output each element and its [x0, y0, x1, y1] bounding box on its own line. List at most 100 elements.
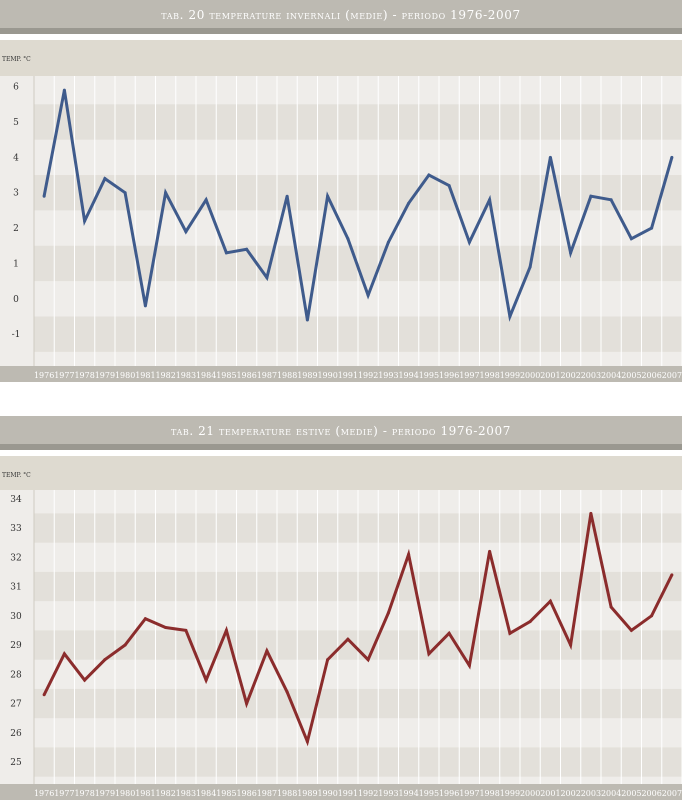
data-point [204, 678, 208, 682]
data-point [164, 191, 168, 195]
x-tick-label: 1987 [257, 789, 277, 798]
x-tick-label: 1986 [236, 789, 256, 798]
x-tick-label: 1996 [439, 789, 459, 798]
data-point [629, 237, 633, 241]
x-tick-label: 1979 [95, 789, 115, 798]
data-point [285, 690, 289, 694]
data-point [103, 177, 107, 181]
x-tick-label: 1999 [500, 371, 520, 380]
chart-title: TAB. 20 TEMPERATURE INVERNALI (MEDIE) - … [161, 8, 521, 22]
data-point [83, 219, 87, 223]
header-strip [0, 40, 682, 76]
x-tick-label: 1992 [358, 789, 378, 798]
winter-chart-panel: TAB. 20 TEMPERATURE INVERNALI (MEDIE) - … [0, 0, 682, 382]
data-point [366, 658, 370, 662]
x-tick-label: 1989 [297, 371, 317, 380]
data-point [326, 658, 330, 662]
data-point [467, 240, 471, 244]
x-tick-label: 1984 [196, 371, 216, 380]
data-point [427, 652, 431, 656]
data-point [123, 191, 127, 195]
x-tick-label: 1979 [95, 371, 115, 380]
x-tick-label: 1999 [500, 789, 520, 798]
x-tick-label: 1995 [419, 789, 439, 798]
y-tick-label: 28 [10, 670, 22, 680]
x-tick-label: 1985 [216, 789, 236, 798]
data-point [346, 637, 350, 641]
x-tick-label: 1993 [378, 789, 398, 798]
y-axis-margin [0, 76, 34, 366]
data-point [508, 314, 512, 318]
x-tick-label: 1997 [459, 371, 479, 380]
summer-chart-panel: TAB. 21 TEMPERATURE ESTIVE (MEDIE) - PER… [0, 416, 682, 800]
y-axis-unit-label: TEMP. °C [2, 472, 31, 479]
series-line [42, 513, 674, 747]
x-tick-label: 2005 [621, 371, 641, 380]
data-point [650, 614, 654, 618]
x-tick-label: 1976 [34, 789, 54, 798]
data-point [204, 198, 208, 202]
data-point [143, 304, 147, 308]
x-tick-label: 2004 [601, 371, 621, 380]
y-tick-label: 4 [13, 153, 19, 163]
data-point [184, 230, 188, 234]
y-tick-label: 34 [10, 495, 22, 505]
x-tick-label: 2002 [560, 371, 580, 380]
x-axis-bar [0, 366, 682, 382]
data-point [265, 276, 269, 280]
data-point [62, 88, 66, 92]
x-tick-label: 1996 [439, 371, 459, 380]
x-tick-label: 1978 [74, 371, 94, 380]
data-point [670, 155, 674, 159]
x-tick-label: 2001 [540, 371, 560, 380]
x-tick-label: 1977 [54, 371, 74, 380]
data-point [528, 265, 532, 269]
x-tick-label: 2001 [540, 789, 560, 798]
data-point [285, 194, 289, 198]
data-point [508, 631, 512, 635]
data-point [83, 678, 87, 682]
x-tick-label: 2003 [581, 789, 601, 798]
data-point [589, 511, 593, 515]
data-point [224, 628, 228, 632]
data-point [407, 552, 411, 556]
data-point [670, 573, 674, 577]
x-tick-label: 1985 [216, 371, 236, 380]
data-point [386, 611, 390, 615]
data-point [143, 617, 147, 621]
x-tick-label: 1991 [338, 789, 358, 798]
y-tick-label: 31 [10, 583, 21, 593]
y-tick-label: 25 [10, 758, 22, 768]
x-tick-label: 1978 [74, 789, 94, 798]
data-point [245, 247, 249, 251]
x-tick-label: 2007 [662, 371, 682, 380]
x-tick-label: 1983 [176, 371, 196, 380]
x-tick-label: 1982 [155, 789, 175, 798]
data-point [123, 643, 127, 647]
data-point [326, 194, 330, 198]
y-tick-label: 2 [13, 224, 19, 234]
data-point [184, 628, 188, 632]
x-tick-label: 2005 [621, 789, 641, 798]
y-tick-label: 29 [10, 641, 22, 651]
y-tick-label: 33 [10, 524, 22, 534]
data-point [305, 740, 309, 744]
x-tick-label: 1981 [135, 371, 155, 380]
x-tick-label: 1997 [459, 789, 479, 798]
y-tick-label: -1 [12, 330, 21, 340]
x-tick-label: 2006 [641, 371, 661, 380]
x-tick-label: 1993 [378, 371, 398, 380]
y-tick-label: 3 [13, 189, 19, 199]
x-tick-label: 1984 [196, 789, 216, 798]
y-tick-label: 0 [13, 295, 19, 305]
x-tick-label: 2004 [601, 789, 621, 798]
data-point [609, 605, 613, 609]
data-point [548, 599, 552, 603]
data-point [103, 658, 107, 662]
x-tick-label: 1987 [257, 371, 277, 380]
x-tick-label: 2006 [641, 789, 661, 798]
data-point [447, 184, 451, 188]
y-axis-margin [0, 490, 34, 784]
data-point [164, 625, 168, 629]
data-point [569, 643, 573, 647]
